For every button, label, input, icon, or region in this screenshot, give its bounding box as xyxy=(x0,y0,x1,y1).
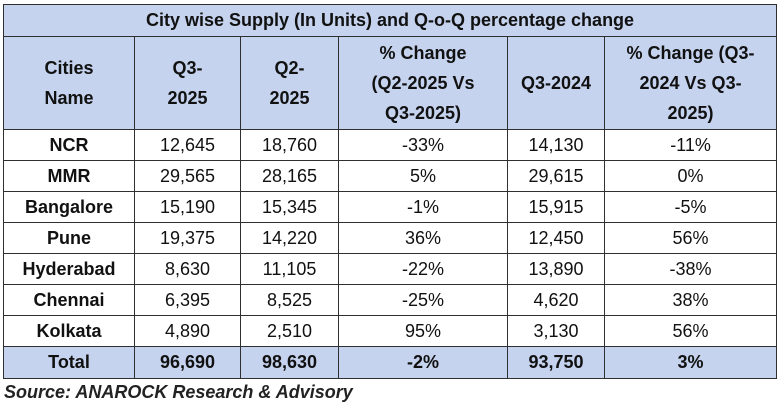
qoq-change-cell: 95% xyxy=(338,315,508,347)
q3-2025-cell: 6,395 xyxy=(134,284,241,316)
q3-2025-cell: 12,645 xyxy=(134,129,241,161)
table-row: Kolkata 4,890 2,510 95% 3,130 56% xyxy=(3,315,778,347)
q3-2024-cell: 13,890 xyxy=(507,253,605,285)
header-line: 2025 xyxy=(167,88,208,108)
qoq-change-cell: 5% xyxy=(338,160,508,192)
city-cell: Kolkata xyxy=(3,315,135,347)
q3-2024-cell: 29,615 xyxy=(507,160,605,192)
yoy-change-cell: -5% xyxy=(603,191,778,223)
q3-2025-cell: 4,890 xyxy=(134,315,241,347)
q3-2025-cell: 15,190 xyxy=(134,191,241,223)
header-line: Name xyxy=(44,88,94,108)
header-q2-2025: Q2- 2025 xyxy=(240,36,339,130)
yoy-change-cell: 56% xyxy=(603,315,778,347)
table-row: Chennai 6,395 8,525 -25% 4,620 38% xyxy=(3,284,778,316)
total-q3-2024-cell: 93,750 xyxy=(507,346,605,379)
yoy-change-cell: -38% xyxy=(603,253,778,285)
total-yoy-change-cell: 3% xyxy=(603,346,778,379)
q2-2025-cell: 28,165 xyxy=(240,160,339,192)
header-line: 2025) xyxy=(667,103,714,123)
q2-2025-cell: 11,105 xyxy=(240,253,339,285)
city-cell: Chennai xyxy=(3,284,135,316)
q2-2025-cell: 15,345 xyxy=(240,191,339,223)
q3-2024-cell: 14,130 xyxy=(507,129,605,161)
header-line: 2024 Vs Q3- xyxy=(639,73,742,93)
total-qoq-change-cell: -2% xyxy=(338,346,508,379)
q3-2024-cell: 15,915 xyxy=(507,191,605,223)
q3-2025-cell: 8,630 xyxy=(134,253,241,285)
total-row: Total 96,690 98,630 -2% 93,750 3% xyxy=(3,346,778,379)
total-q3-2025-cell: 96,690 xyxy=(134,346,241,379)
table-row: Pune 19,375 14,220 36% 12,450 56% xyxy=(3,222,778,254)
table-title-row: City wise Supply (In Units) and Q-o-Q pe… xyxy=(2,4,778,37)
source-note: Source: ANAROCK Research & Advisory xyxy=(4,382,353,402)
yoy-change-cell: -11% xyxy=(603,129,778,161)
qoq-change-cell: -25% xyxy=(338,284,508,316)
q3-2024-cell: 3,130 xyxy=(507,315,605,347)
header-line: % Change (Q3- xyxy=(626,43,755,63)
yoy-change-cell: 0% xyxy=(603,160,778,192)
table-row: Hyderabad 8,630 11,105 -22% 13,890 -38% xyxy=(3,253,778,285)
city-cell: Pune xyxy=(3,222,135,254)
q3-2024-cell: 4,620 xyxy=(507,284,605,316)
qoq-change-cell: 36% xyxy=(338,222,508,254)
header-line: 2025 xyxy=(269,88,310,108)
header-yoy-change: % Change (Q3- 2024 Vs Q3- 2025) xyxy=(603,36,778,130)
table-row: NCR 12,645 18,760 -33% 14,130 -11% xyxy=(3,129,778,161)
supply-table-container: City wise Supply (In Units) and Q-o-Q pe… xyxy=(2,4,778,379)
q2-2025-cell: 18,760 xyxy=(240,129,339,161)
header-cities-name: Cities Name xyxy=(3,36,135,130)
qoq-change-cell: -22% xyxy=(338,253,508,285)
header-line: Q3- xyxy=(172,58,203,78)
q2-2025-cell: 14,220 xyxy=(240,222,339,254)
header-line: Cities xyxy=(44,58,94,78)
header-line: Q3-2024 xyxy=(520,73,592,93)
total-label-cell: Total xyxy=(3,346,135,379)
table-row: MMR 29,565 28,165 5% 29,615 0% xyxy=(3,160,778,192)
total-q2-2025-cell: 98,630 xyxy=(240,346,339,379)
column-header-row: Cities Name Q3- 2025 Q2- 2025 % Change (… xyxy=(3,36,778,130)
header-line: (Q2-2025 Vs xyxy=(371,73,475,93)
header-line: Q2- xyxy=(274,58,305,78)
q3-2025-cell: 19,375 xyxy=(134,222,241,254)
city-cell: MMR xyxy=(3,160,135,192)
header-line: Q3-2025) xyxy=(384,103,462,123)
table-row: Bangalore 15,190 15,345 -1% 15,915 -5% xyxy=(3,191,778,223)
table-title: City wise Supply (In Units) and Q-o-Q pe… xyxy=(2,4,778,37)
q3-2025-cell: 29,565 xyxy=(134,160,241,192)
header-line: % Change xyxy=(379,43,467,63)
qoq-change-cell: -33% xyxy=(338,129,508,161)
q2-2025-cell: 8,525 xyxy=(240,284,339,316)
city-cell: Bangalore xyxy=(3,191,135,223)
header-q3-2025: Q3- 2025 xyxy=(134,36,241,130)
header-qoq-change: % Change (Q2-2025 Vs Q3-2025) xyxy=(338,36,508,130)
city-cell: Hyderabad xyxy=(3,253,135,285)
q3-2024-cell: 12,450 xyxy=(507,222,605,254)
city-cell: NCR xyxy=(3,129,135,161)
qoq-change-cell: -1% xyxy=(338,191,508,223)
q2-2025-cell: 2,510 xyxy=(240,315,339,347)
yoy-change-cell: 38% xyxy=(603,284,778,316)
yoy-change-cell: 56% xyxy=(603,222,778,254)
city-supply-table: City wise Supply (In Units) and Q-o-Q pe… xyxy=(2,4,778,379)
header-q3-2024: Q3-2024 xyxy=(507,36,605,130)
